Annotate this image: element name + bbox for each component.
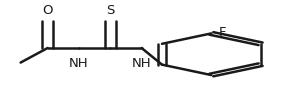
Text: S: S: [106, 4, 114, 17]
Text: O: O: [42, 4, 53, 17]
Text: NH: NH: [69, 57, 89, 70]
Text: NH: NH: [132, 57, 151, 70]
Text: F: F: [219, 26, 226, 39]
